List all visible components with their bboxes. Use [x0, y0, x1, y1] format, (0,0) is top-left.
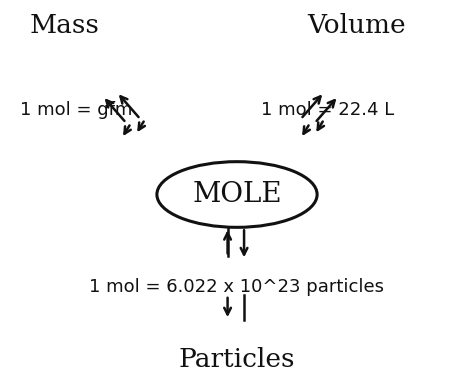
Text: 1 mol = 22.4 L: 1 mol = 22.4 L [261, 100, 394, 119]
Text: 1 mol = gfm: 1 mol = gfm [20, 100, 133, 119]
Text: Particles: Particles [179, 347, 295, 372]
Text: Volume: Volume [308, 13, 406, 38]
Text: MOLE: MOLE [192, 181, 282, 208]
Text: Mass: Mass [30, 13, 100, 38]
Text: 1 mol = 6.022 x 10^23 particles: 1 mol = 6.022 x 10^23 particles [90, 278, 384, 296]
